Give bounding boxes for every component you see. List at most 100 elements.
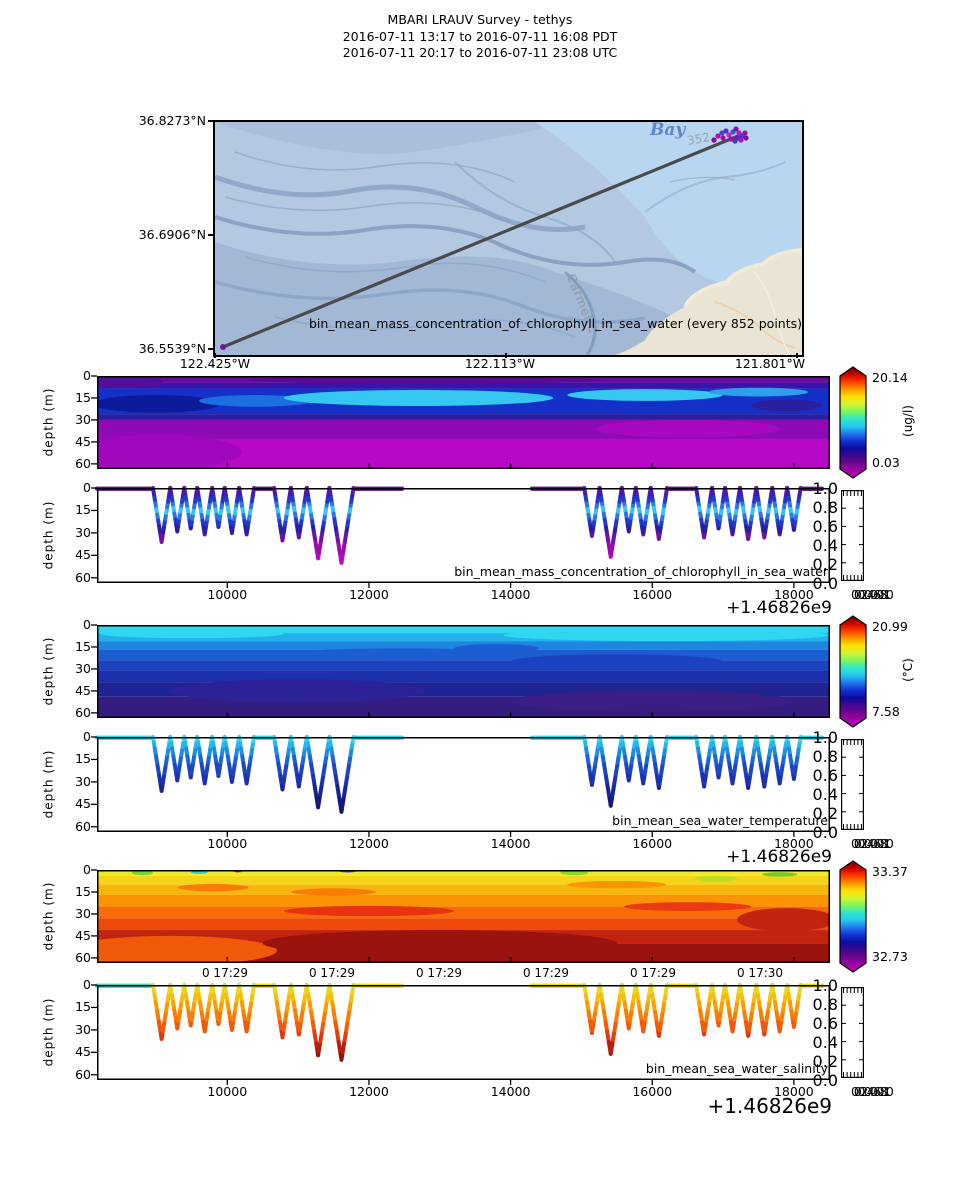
depth-tick-label: 60	[75, 455, 91, 471]
x-offset-label-1: +1.46826e9	[726, 598, 832, 618]
time-tick-label: 0 17:29	[522, 966, 570, 980]
time-tick-label: 0 17:30	[736, 966, 784, 980]
map-panel: Bay 352 Carmel C bin_mean_mass_concentra…	[213, 120, 804, 357]
depth-axis-label: depth (m)	[41, 500, 55, 569]
x-tick-label: 18000	[773, 1084, 814, 1099]
x-tick-label: 14000	[490, 587, 531, 602]
map-lat-label: 36.5539°N	[138, 341, 206, 356]
depth-tick-label: 45	[75, 682, 91, 698]
map-lat-tick	[208, 234, 213, 236]
colorbar-salinity	[839, 860, 867, 973]
right-axis-label: 0.6	[812, 1014, 838, 1033]
right-axis-label: 0.4	[812, 785, 838, 804]
time-tick-label: 0 17:29	[415, 966, 463, 980]
depth-tick-label: 15	[75, 999, 91, 1015]
panel-temperature-contour	[91, 624, 830, 718]
depth-tick-label: 0	[83, 862, 91, 877]
depth-tick-label: 0	[83, 368, 91, 383]
map-lat-tick	[208, 348, 213, 350]
map-lat-label: 36.8273°N	[138, 113, 206, 128]
panel-temperature-scatter	[91, 734, 830, 837]
right-axis-label: 0.6	[812, 517, 838, 536]
garbled-ticks-2: 0.00.20.40.60.81.0	[851, 836, 894, 851]
track-fix-dot	[726, 132, 732, 138]
colorbar-chl-min: 0.03	[872, 455, 900, 470]
depth-tick-label: 0	[83, 480, 91, 495]
empty-colorbar-box-3	[841, 987, 864, 1079]
depth-tick-label: 45	[75, 547, 91, 563]
x-tick-label: 10000	[207, 1084, 248, 1099]
x-tick-label: 16000	[632, 836, 673, 851]
map-lon-label: 122.113°W	[464, 356, 536, 371]
depth-tick-label: 0	[83, 617, 91, 632]
track-fix-dot	[738, 137, 744, 143]
depth-tick-label: 60	[75, 704, 91, 720]
track-fix-dot	[743, 135, 749, 141]
colorbar-chl-unit: (ug/l)	[901, 405, 915, 437]
colorbar-chl-max: 20.14	[872, 370, 908, 385]
time-tick-label: 0 17:29	[629, 966, 677, 980]
depth-axis-label: depth (m)	[41, 749, 55, 818]
x-tick-label: 14000	[490, 1084, 531, 1099]
time-tick-label: 0 17:29	[308, 966, 356, 980]
x-tick-label: 18000	[773, 836, 814, 851]
right-axis-label: 0.2	[812, 804, 838, 823]
track-fix-dot	[728, 136, 734, 142]
x-tick-label: 12000	[349, 587, 389, 602]
depth-tick-label: 0	[83, 729, 91, 744]
x-offset-label-3: +1.46826e9	[707, 1094, 833, 1118]
garbled-ticks-1: 0.00.20.40.60.81.0	[851, 587, 894, 602]
depth-tick-label: 45	[75, 433, 91, 449]
depth-tick-label: 15	[75, 389, 91, 405]
track-fix-dot	[723, 128, 729, 134]
track-fix-dot	[732, 138, 738, 144]
map-lon-tick	[796, 353, 798, 358]
right-axis-label: 0.0	[812, 823, 838, 842]
map-lon-label: 121.801°W	[734, 356, 806, 371]
map-lon-tick	[214, 353, 216, 358]
depth-tick-label: 0	[83, 977, 91, 992]
x-tick-label: 16000	[632, 1084, 673, 1099]
map-bay-label: Bay	[650, 120, 686, 140]
label-salinity-scatter: bin_mean_sea_water_salinity	[645, 1061, 828, 1076]
depth-tick-label: 15	[75, 883, 91, 899]
depth-tick-label: 30	[75, 660, 91, 676]
depth-tick-label: 30	[75, 524, 91, 540]
colorbar-sal-min: 32.73	[872, 949, 908, 964]
empty-colorbar-box-1	[841, 490, 864, 582]
colorbar-temp-unit: (°C)	[901, 658, 915, 682]
right-axis-label: 0.4	[812, 536, 838, 555]
figure-subtitle-pdt: 2016-07-11 13:17 to 2016-07-11 16:08 PDT	[342, 29, 618, 44]
right-axis-label: 0.8	[812, 995, 838, 1014]
depth-tick-label: 15	[75, 751, 91, 767]
label-temperature-scatter: bin_mean_sea_water_temperature	[612, 813, 828, 828]
track-fix-dot	[711, 137, 717, 143]
depth-axis-label: depth (m)	[41, 387, 55, 456]
depth-tick-label: 30	[75, 1021, 91, 1037]
depth-tick-label: 30	[75, 411, 91, 427]
map-lat-label: 36.6906°N	[138, 227, 206, 242]
right-axis-label: 1.0	[812, 728, 838, 747]
depth-tick-label: 45	[75, 1044, 91, 1060]
panel-salinity-scatter	[91, 982, 830, 1085]
depth-axis-label: depth (m)	[41, 997, 55, 1066]
track-fix-dot	[720, 135, 726, 141]
garbled-ticks-3: 0.00.20.40.60.81.0	[851, 1084, 894, 1099]
map-lon-tick	[505, 353, 507, 358]
x-tick-label: 12000	[349, 1084, 389, 1099]
right-axis-label: 0.2	[812, 555, 838, 574]
right-axis-label: 0.0	[812, 1071, 838, 1090]
x-tick-label: 12000	[349, 836, 389, 851]
label-chlorophyll-scatter: bin_mean_mass_concentration_of_chlorophy…	[454, 564, 828, 579]
depth-tick-label: 60	[75, 949, 91, 965]
right-axis-label: 1.0	[812, 479, 838, 498]
right-axis-label: 0.4	[812, 1033, 838, 1052]
depth-tick-label: 15	[75, 638, 91, 654]
empty-colorbar-box-2	[841, 739, 864, 831]
x-tick-label: 14000	[490, 836, 531, 851]
x-tick-label: 10000	[207, 587, 248, 602]
track-fix-dot	[742, 130, 748, 136]
colorbar-temp-min: 7.58	[872, 704, 900, 719]
depth-tick-label: 30	[75, 773, 91, 789]
